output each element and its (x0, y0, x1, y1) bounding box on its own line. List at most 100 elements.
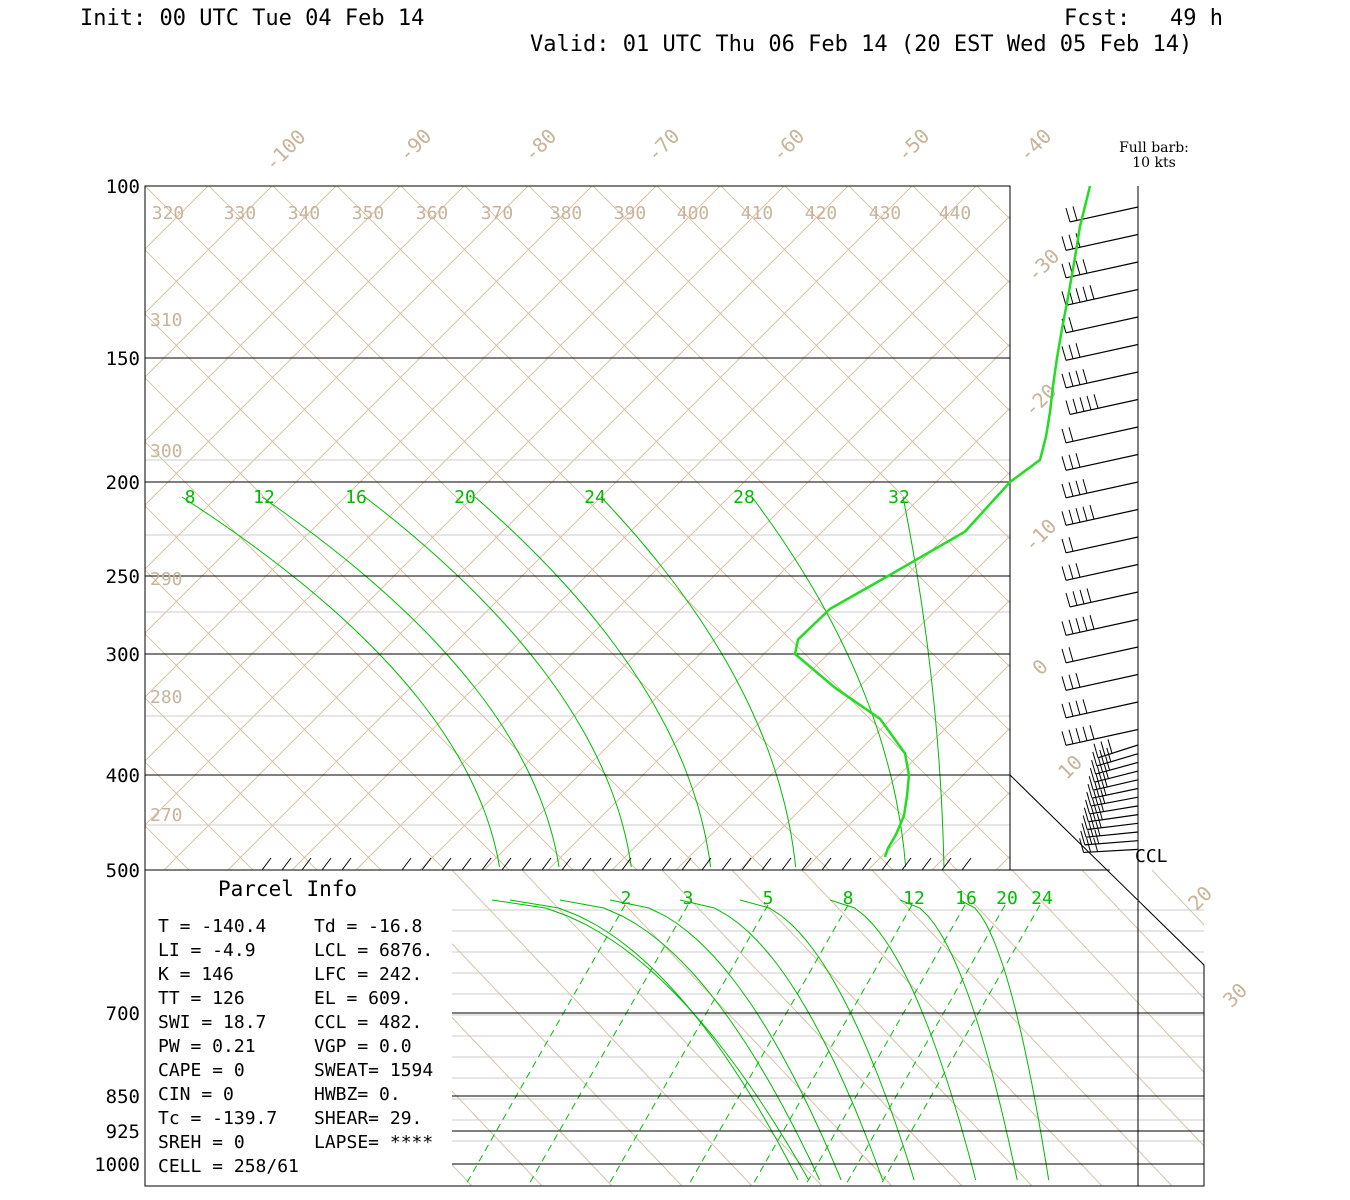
wind-barb-feather (1068, 344, 1074, 359)
wind-barb (1069, 206, 1139, 223)
mixing-ratio-line (844, 904, 1006, 1186)
wind-barb-feather (1100, 789, 1106, 804)
wind-barb-feather (1086, 791, 1092, 807)
wind-barb (1069, 398, 1139, 416)
wind-barb-feather (1094, 782, 1100, 797)
isotherm-label: -30 (1022, 244, 1065, 287)
moist-adiabat-label: 16 (345, 487, 367, 508)
dry-adiabat-line (720, 186, 1010, 476)
wind-barb-feather (1086, 395, 1092, 410)
wind-barb-feather (1107, 739, 1113, 754)
dry-adiabat-label: 330 (224, 203, 257, 224)
mixing-ratio-line (527, 904, 689, 1186)
parcel-info-left: Tc = -139.7 (158, 1108, 277, 1129)
moist-adiabat-line (679, 899, 884, 1181)
dry-adiabat-line (145, 441, 574, 870)
dry-adiabat-line (400, 186, 1010, 796)
pressure-label: 250 (106, 566, 140, 588)
dry-adiabat-line (145, 505, 510, 870)
pressure-label: 200 (106, 472, 140, 494)
surface-hatch (341, 857, 352, 871)
upper-panel-border (144, 185, 1011, 871)
surface-hatch (861, 857, 872, 871)
wind-barb-feather (1087, 784, 1093, 799)
isotherm-line (145, 186, 401, 442)
dry-adiabat-line (0, 870, 122, 1186)
moist-adiabat-label: 32 (888, 487, 910, 508)
dry-adiabat-line (452, 943, 683, 1186)
parcel-info-right: LCL = 6876. (314, 940, 433, 961)
wind-barb-feather (1105, 756, 1111, 771)
dry-adiabat-line (208, 186, 894, 870)
surface-hatch (581, 857, 592, 871)
mixing-ratio-line (879, 904, 1041, 1186)
wind-barb (1095, 761, 1139, 775)
isotherm-line (291, 186, 977, 870)
wind-barb-feather (1093, 743, 1099, 758)
forecast-hour: Fcst: 49 h (1064, 6, 1223, 31)
dry-adiabat-line (661, 870, 963, 1186)
dry-adiabat-label: 430 (869, 203, 902, 224)
wind-barb (1069, 591, 1139, 608)
ccl-label: CCL (1135, 846, 1168, 867)
wind-barb-feather (1068, 509, 1074, 524)
pressure-label: 150 (106, 348, 140, 370)
wind-barbs (1061, 206, 1139, 854)
mixing-ratio-label: 3 (683, 888, 694, 909)
temperature-sounding (793, 185, 1092, 858)
wind-barb-feather (1065, 400, 1071, 415)
dry-adiabat-line (1041, 186, 1350, 870)
dry-adiabat-label: 290 (150, 569, 183, 590)
moist-adiabat-label: 12 (253, 487, 275, 508)
wind-barb-feather (1061, 621, 1067, 636)
wind-barb-feather (1095, 774, 1101, 789)
isotherm-line (483, 343, 1010, 870)
wind-barb-feather (1061, 456, 1067, 471)
dry-adiabat-line (452, 1090, 543, 1186)
mixing-ratio-label: 8 (843, 888, 854, 909)
parcel-info-left: CAPE = 0 (158, 1060, 245, 1081)
dry-adiabat-line (1151, 870, 1204, 926)
wind-barb-feather (1096, 766, 1102, 781)
wind-barb-feather (1075, 288, 1081, 303)
surface-hatch (821, 857, 832, 871)
wind-barb-feather (1089, 615, 1095, 630)
wind-barb-feather (1082, 616, 1088, 631)
dry-adiabat-label: 400 (677, 203, 710, 224)
wind-barb (1097, 744, 1139, 759)
dry-adiabat-line (452, 870, 753, 1186)
wind-barb-feather (1079, 589, 1085, 605)
dry-adiabat-label: 270 (150, 805, 183, 826)
wind-barb-feather (1072, 398, 1078, 414)
wind-barb (1065, 618, 1139, 636)
dry-adiabat-line (1292, 870, 1350, 1186)
wind-barb-feather (1068, 427, 1074, 442)
moist-adiabat-label: 24 (584, 487, 606, 508)
isotherm-label: 30 (1218, 978, 1252, 1012)
wind-barb-feather (1075, 260, 1081, 275)
wind-barb-feather (1068, 702, 1074, 717)
isotherm-label: -40 (1014, 124, 1057, 167)
dry-adiabat-line (272, 186, 958, 870)
isotherm-line (145, 186, 465, 506)
wind-barb-feather (1075, 480, 1081, 495)
wind-barb-feather (1082, 699, 1088, 714)
wind-barb-feather (1079, 397, 1085, 412)
mixing-ratio-label: 2 (621, 888, 632, 909)
wind-barb (1087, 822, 1139, 831)
isotherm-label: -100 (260, 125, 311, 176)
isotherm-line (1316, 186, 1350, 870)
wind-barb-feather (1096, 813, 1102, 828)
wind-barb-feather (1099, 749, 1105, 765)
dry-adiabat-label: 380 (550, 203, 583, 224)
surface-hatch (781, 857, 792, 871)
surface-hatch (901, 857, 912, 871)
moist-adiabat-line (609, 899, 842, 1181)
wind-barb (1088, 814, 1139, 823)
dry-adiabat-label: 360 (416, 203, 449, 224)
wind-barb (1096, 753, 1139, 767)
wind-barb-feather (1088, 822, 1094, 837)
wind-barb-feather (1061, 566, 1067, 581)
wind-barb-feather (1083, 807, 1089, 822)
wind-barb-feather (1061, 511, 1067, 526)
